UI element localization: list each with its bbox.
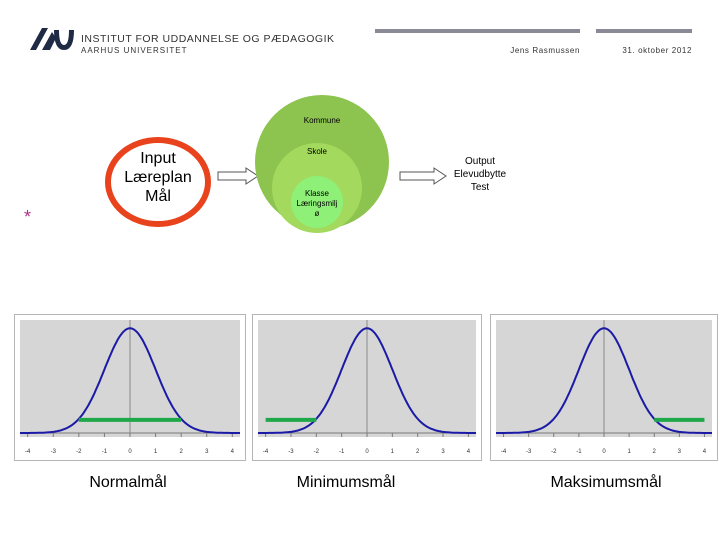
caption-maximum: Maksimumsmål bbox=[550, 474, 662, 491]
x-tick-label: -1 bbox=[102, 449, 108, 455]
arrow-kommune-to-output-icon bbox=[399, 167, 447, 185]
density-curve bbox=[496, 327, 712, 434]
x-tick-label: 4 bbox=[467, 449, 471, 455]
x-tick-label: 3 bbox=[205, 449, 209, 455]
normal-distribution-plot-maximum: -4 -3 -2 -1 0 1 2 3 4 bbox=[490, 314, 718, 461]
x-tick-label: -2 bbox=[314, 449, 320, 455]
presentation-date: 31. oktober 2012 bbox=[622, 46, 692, 55]
plot-svg: -4 -3 -2 -1 0 1 2 3 4 bbox=[14, 314, 246, 461]
test-line: Test bbox=[470, 182, 490, 193]
goals-line: Mål bbox=[145, 188, 171, 205]
klasse-label: Klasse Læringsmilj ø bbox=[282, 189, 352, 219]
x-tick-label: 4 bbox=[231, 449, 235, 455]
x-tick-label: 0 bbox=[602, 449, 606, 455]
x-tick-label: -1 bbox=[576, 449, 582, 455]
x-tick-label: 3 bbox=[441, 449, 445, 455]
density-curve bbox=[20, 327, 240, 434]
x-tick-label: -4 bbox=[263, 449, 269, 455]
plot-svg: -4 -3 -2 -1 0 1 2 3 4 bbox=[252, 314, 482, 461]
normal-distribution-plot-normal: -4 -3 -2 -1 0 1 2 3 4 bbox=[14, 314, 246, 461]
header-bar-date bbox=[596, 29, 692, 33]
x-tick-label: -3 bbox=[526, 449, 532, 455]
x-tick-label: -2 bbox=[76, 449, 82, 455]
x-tick-label: -3 bbox=[288, 449, 294, 455]
x-tick-label: 1 bbox=[391, 449, 395, 455]
aarhus-university-logo-icon bbox=[30, 28, 74, 50]
caption-normal: Normalmål bbox=[89, 474, 167, 491]
arrow-input-to-kommune-icon bbox=[217, 167, 259, 185]
laeringsmiljoe-line-end: ø bbox=[314, 209, 320, 218]
kommune-label: Kommune bbox=[303, 116, 341, 125]
x-tick-label: 1 bbox=[154, 449, 158, 455]
x-tick-label: 0 bbox=[365, 449, 369, 455]
x-tick-label: 2 bbox=[416, 449, 420, 455]
x-tick-label: -4 bbox=[501, 449, 507, 455]
curriculum-line: Læreplan bbox=[124, 169, 192, 186]
nested-circles bbox=[255, 95, 389, 233]
klasse-line: Klasse bbox=[304, 189, 329, 198]
x-tick-label: -2 bbox=[551, 449, 557, 455]
normal-distribution-plot-minimum: -4 -3 -2 -1 0 1 2 3 4 bbox=[252, 314, 482, 461]
x-tick-label: 2 bbox=[653, 449, 657, 455]
institute-name: INSTITUT FOR UDDANNELSE OG PÆDAGOGIK bbox=[81, 33, 335, 45]
input-line: Input bbox=[140, 150, 176, 167]
input-label: Input Læreplan Mål bbox=[104, 149, 212, 206]
asterisk-marker: * bbox=[24, 207, 32, 227]
density-curve bbox=[258, 327, 476, 434]
x-tick-label: -1 bbox=[339, 449, 345, 455]
x-tick-label: 1 bbox=[627, 449, 631, 455]
output-line: Output bbox=[464, 156, 496, 167]
student-outcome-line: Elevudbytte bbox=[453, 169, 507, 180]
author-name: Jens Rasmussen bbox=[510, 46, 580, 55]
x-tick-label: 2 bbox=[179, 449, 183, 455]
university-name: AARHUS UNIVERSITET bbox=[81, 46, 188, 55]
x-tick-label: -4 bbox=[25, 449, 31, 455]
x-tick-label: 3 bbox=[678, 449, 682, 455]
output-label: Output Elevudbytte Test bbox=[440, 155, 520, 194]
header-bar-author bbox=[375, 29, 580, 33]
klasse-circle bbox=[291, 176, 343, 228]
input-ellipse bbox=[105, 137, 211, 227]
x-tick-label: -3 bbox=[51, 449, 57, 455]
x-tick-label: 0 bbox=[128, 449, 132, 455]
laeringsmiljoe-line: Læringsmilj bbox=[296, 199, 338, 208]
caption-minimum: Minimumsmål bbox=[296, 474, 396, 491]
skole-label: Skole bbox=[306, 147, 327, 156]
x-tick-label: 4 bbox=[703, 449, 707, 455]
plot-svg: -4 -3 -2 -1 0 1 2 3 4 bbox=[490, 314, 718, 461]
